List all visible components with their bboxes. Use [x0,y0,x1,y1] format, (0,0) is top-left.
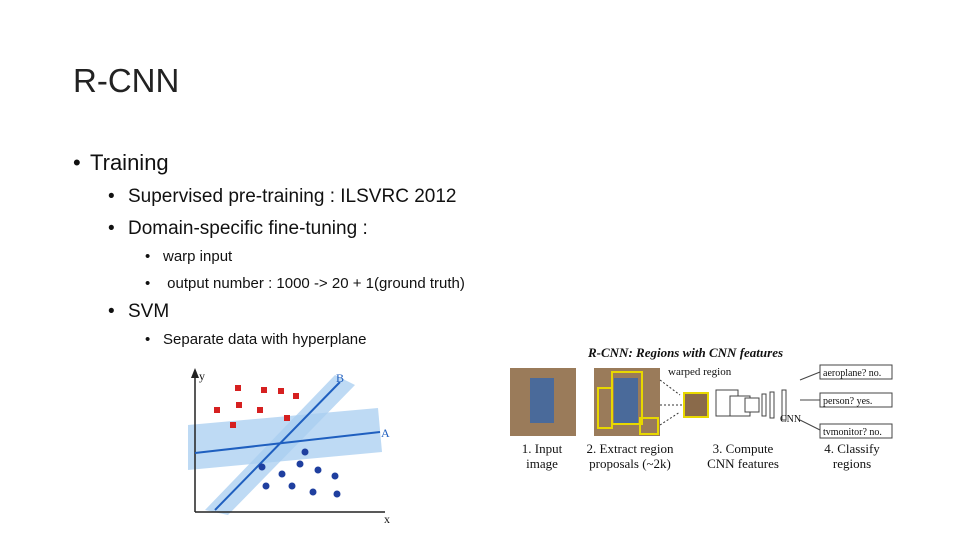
output-label: aeroplane? no. [823,368,881,379]
slide-title: R-CNN [73,62,179,99]
axis-label: y [199,369,205,383]
bullet-text: warp input [162,248,233,265]
bullet-text: Training [90,150,169,175]
bullet: • [108,186,115,207]
margin-band [205,375,355,515]
line-a [194,431,381,454]
label: warped region [668,366,732,378]
bullet-text: Domain-specific fine-tuning : [128,218,368,239]
class-blue [258,448,341,498]
step-label: 4. Classify [824,441,880,456]
step-label: proposals (~2k) [589,456,671,471]
figure-title: R-CNN: Regions with CNN features [587,345,783,360]
class-red [214,385,299,428]
output-box [819,423,893,439]
bullet: • [73,150,81,175]
warped-image [683,392,709,418]
svm-figure: y x B A [188,368,390,526]
axis-label: x [384,512,390,526]
image-detail [530,378,554,423]
line-label: A [381,426,390,440]
bullet-text: SVM [128,301,169,322]
connectors [799,371,821,431]
step-label: 3. Compute [713,441,774,456]
rcnn-figure: R-CNN: Regions with CNN features warped … [510,345,893,471]
bullet: • [145,275,150,292]
line-b [214,381,341,511]
bullet: • [145,248,150,265]
output-label: tvmonitor? no. [823,427,882,438]
arrow [191,368,199,378]
step-label: regions [833,456,871,471]
step-label: CNN features [707,456,779,471]
image-detail [614,378,638,423]
bullet-text: Supervised pre-training : ILSVRC 2012 [128,186,456,207]
step-label: 2. Extract region [587,441,674,456]
output-box [819,364,893,380]
bullet: • [108,218,115,239]
bullet: • [108,301,115,322]
proposal-boxes [597,371,659,435]
output-label: person? yes. [823,396,872,407]
label: CNN [780,414,801,425]
output-box [819,392,893,408]
line-label: B [336,371,344,385]
step-label: 1. Input [522,441,563,456]
bullet: • [145,331,150,348]
bullet-text: output number : 1000 -> 20 + 1(ground tr… [163,275,465,292]
step-label: image [526,456,558,471]
arrows [659,379,682,426]
bullet-text: Separate data with hyperplane [163,331,366,348]
cnn-stack [715,389,787,421]
